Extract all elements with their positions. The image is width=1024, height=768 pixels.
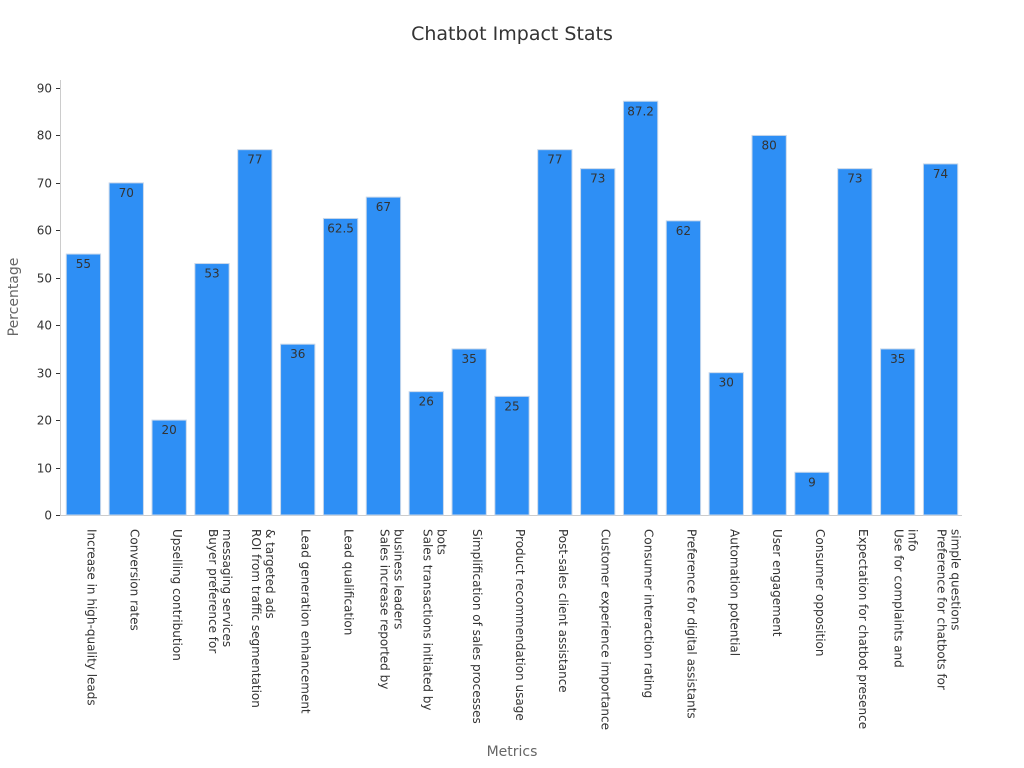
bar	[622, 100, 659, 516]
bar-value-label: 62	[676, 224, 691, 238]
bar-value-label: 73	[590, 172, 605, 186]
category-label: Sales transactions initiated by	[420, 529, 434, 711]
bars	[65, 100, 959, 516]
bar	[108, 182, 144, 516]
bar	[494, 395, 530, 516]
y-tick-label: 30	[37, 367, 52, 381]
data-labels: 55 70 20 53 77 36 62.5 67 26 35 25 77 73 87.2 62 30 80 9 7…	[76, 104, 948, 489]
category-label: Expectation for chatbot presence	[856, 529, 870, 729]
y-tick-label: 60	[37, 224, 52, 238]
category-label: Use for complaints and	[892, 529, 906, 668]
y-tick-label: 90	[37, 82, 52, 96]
category-label: Conversion rates	[127, 529, 141, 631]
category-labels: Increase in high-quality leads Conversion…	[84, 529, 962, 730]
bar-value-label: 77	[547, 153, 562, 167]
bar	[794, 471, 830, 516]
category-label: ROI from traffic segmentation	[249, 529, 263, 708]
y-tick-label: 0	[44, 509, 52, 523]
bar-value-label: 80	[762, 138, 777, 152]
bar-value-label: 77	[247, 153, 262, 167]
bar	[837, 168, 873, 516]
bar	[408, 391, 444, 516]
category-label: Customer experience importance	[599, 529, 613, 730]
bar	[537, 149, 573, 516]
y-tick-label: 20	[37, 414, 52, 428]
bar	[580, 168, 616, 516]
bar	[365, 196, 402, 516]
category-label: business leaders	[391, 529, 405, 629]
category-label: Preference for digital assistants	[684, 529, 698, 719]
category-label: Product recommendation usage	[513, 529, 527, 721]
category-label: Lead qualification	[342, 529, 356, 635]
category-label: Upselling contribution	[170, 529, 184, 661]
bar-value-label: 87.2	[627, 104, 654, 118]
bar	[322, 217, 359, 516]
bar	[151, 419, 187, 516]
bar-value-label: 70	[119, 186, 134, 200]
category-label: Automation potential	[727, 529, 741, 656]
bar-value-label: 35	[890, 352, 905, 366]
category-label: User engagement	[770, 529, 784, 637]
category-label: bots	[434, 529, 448, 555]
category-label: Sales increase reported by	[377, 529, 391, 689]
category-label: info	[906, 529, 920, 552]
bar-value-label: 20	[162, 423, 177, 437]
y-tick-label: 10	[37, 462, 52, 476]
category-label: Post-sales client assistance	[556, 529, 570, 693]
y-tick-label: 50	[37, 272, 52, 286]
bar	[194, 263, 230, 516]
bar-value-label: 26	[419, 395, 434, 409]
category-label: Preference for chatbots for	[935, 529, 949, 690]
bar-value-label: 25	[504, 399, 519, 413]
category-label: Consumer interaction rating	[642, 529, 656, 698]
bar	[751, 134, 787, 516]
bar	[65, 253, 102, 516]
y-tick-label: 80	[37, 129, 52, 143]
bar-value-label: 73	[847, 172, 862, 186]
x-axis-label: Metrics	[487, 744, 538, 760]
y-axis-ticks: 0 10 20 30 40 50 60 70 80 90	[37, 82, 60, 523]
bar	[280, 343, 316, 516]
bar-value-label: 62.5	[327, 221, 354, 235]
category-label: messaging services	[220, 529, 234, 647]
bar-value-label: 53	[204, 267, 219, 281]
bar	[922, 163, 959, 516]
bar-value-label: 36	[290, 347, 305, 361]
category-label: Consumer opposition	[813, 529, 827, 657]
bar	[708, 372, 744, 516]
y-axis-label: Percentage	[6, 258, 22, 337]
category-label: Lead generation enhancement	[299, 529, 313, 714]
bar-value-label: 9	[808, 475, 816, 489]
bar-value-label: 67	[376, 200, 391, 214]
category-label: Increase in high-quality leads	[84, 529, 98, 706]
bar	[880, 348, 916, 516]
y-tick-label: 70	[37, 177, 52, 191]
category-label: simple questions	[949, 529, 963, 631]
bar	[237, 149, 273, 516]
bar-value-label: 74	[933, 167, 948, 181]
bar-value-label: 35	[462, 352, 477, 366]
category-label: Simplification of sales processes	[470, 529, 484, 724]
bar-value-label: 30	[719, 376, 734, 390]
chart-title: Chatbot Impact Stats	[411, 23, 613, 45]
category-label: & targeted ads	[263, 529, 277, 619]
y-tick-label: 40	[37, 319, 52, 333]
category-label: Buyer preference for	[206, 529, 220, 653]
bar	[665, 220, 702, 516]
bar-value-label: 55	[76, 257, 91, 271]
bar	[451, 348, 487, 516]
